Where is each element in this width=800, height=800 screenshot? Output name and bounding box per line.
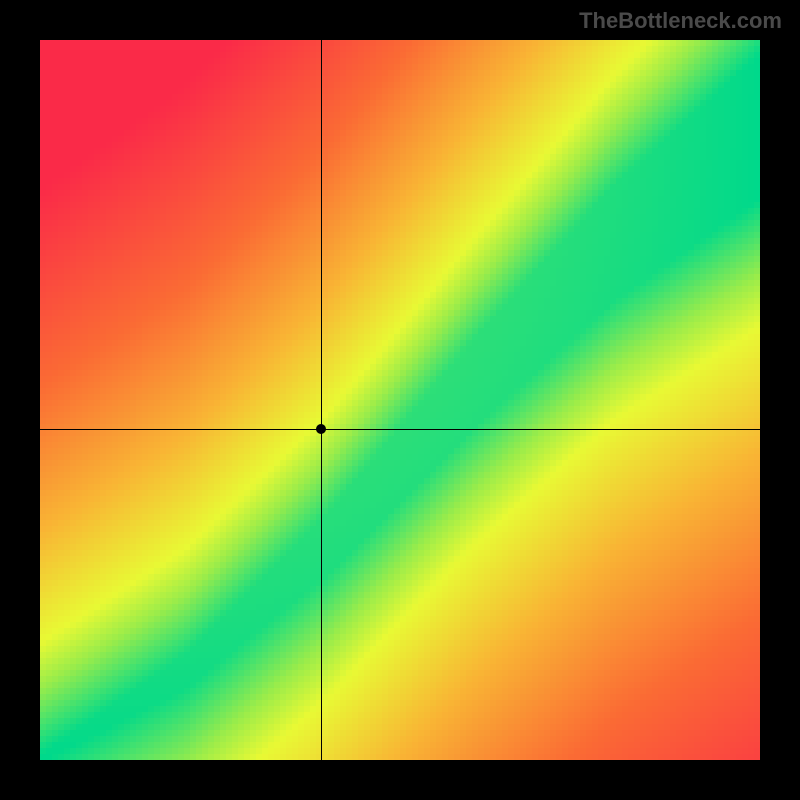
marker-dot	[316, 424, 326, 434]
bottleneck-heatmap-chart	[40, 40, 760, 760]
watermark-text: TheBottleneck.com	[579, 8, 782, 34]
crosshair-horizontal	[40, 429, 760, 430]
crosshair-vertical	[321, 40, 322, 760]
heatmap-canvas	[40, 40, 760, 760]
